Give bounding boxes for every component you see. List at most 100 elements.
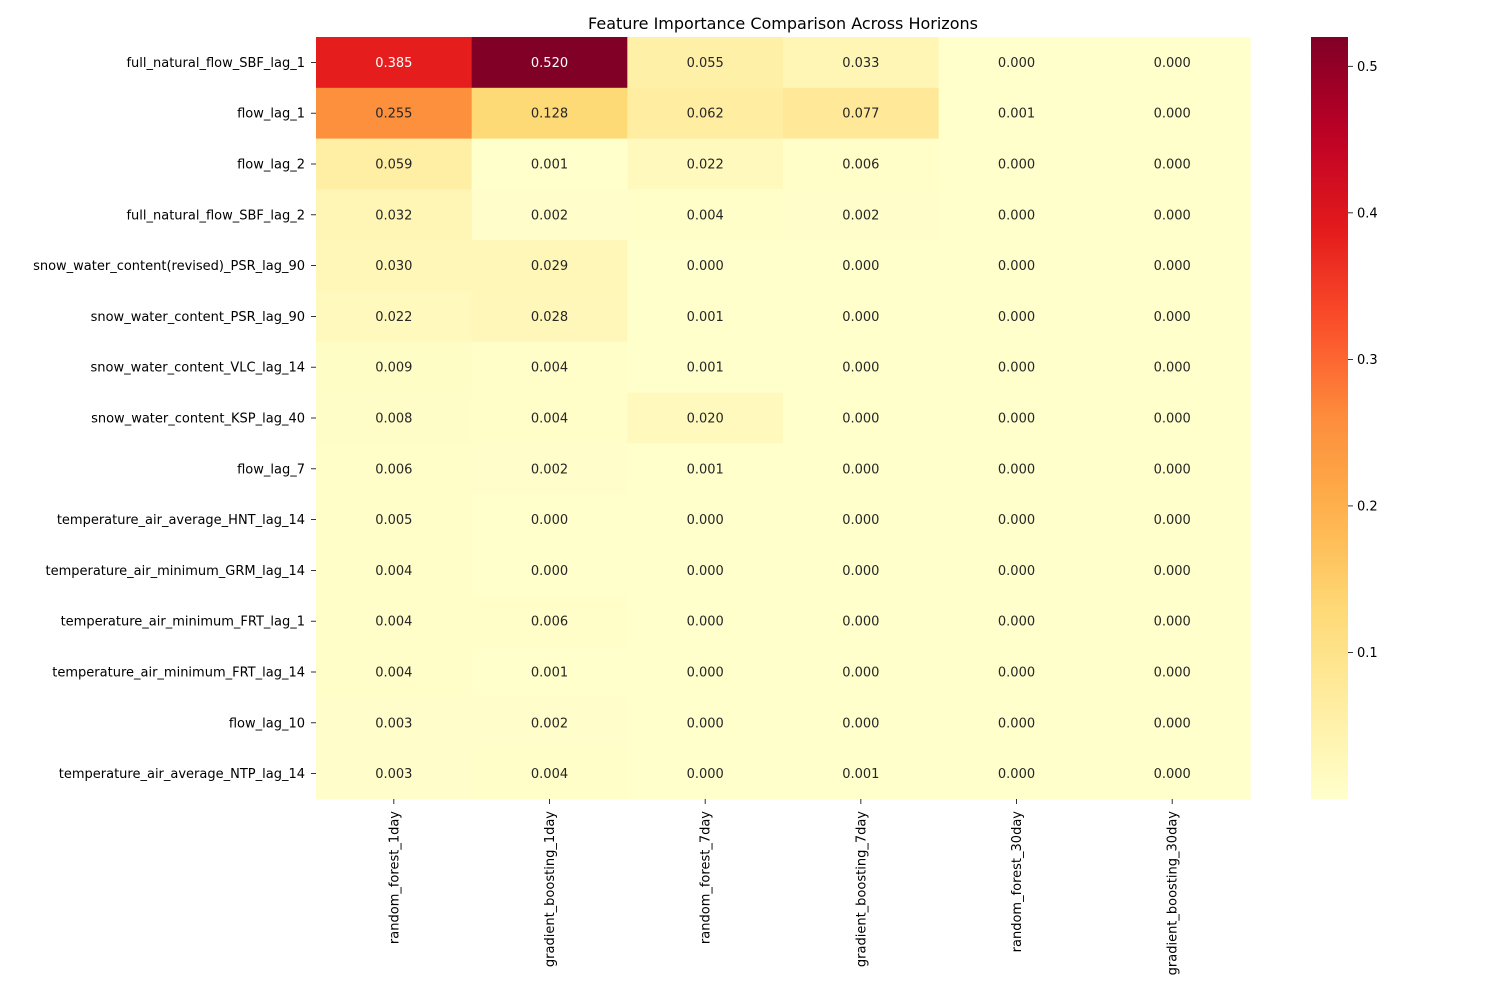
column-label: random_forest_1day [387,811,402,944]
heatmap-cell [471,748,628,800]
heatmap-cell [316,443,473,495]
heatmap-cell [1094,37,1251,89]
heatmap-cell [783,37,940,89]
row-label: full_natural_flow_SBF_lag_1 [126,56,305,71]
heatmap-cell [938,545,1095,597]
column-label: gradient_boosting_7day [854,811,869,967]
heatmap-cell [471,291,628,343]
heatmap-cell [938,697,1095,749]
heatmap-cell [1094,443,1251,495]
cell-value-label: 0.000 [1154,158,1191,173]
colorbar: 0.1 0.2 0.3 0.4 0.5 [1311,37,1378,799]
heatmap-cell [316,189,473,241]
cell-value-label: 0.000 [1154,56,1191,71]
heatmap-cell [1094,189,1251,241]
cell-value-label: 0.000 [1154,462,1191,477]
cell-value-label: 0.000 [1154,107,1191,122]
row-label: flow_lag_7 [237,462,305,477]
heatmap-cell [316,545,473,597]
cell-value-label: 0.000 [1154,767,1191,782]
cell-value-label: 0.000 [998,462,1035,477]
cell-value-label: 0.000 [531,513,568,528]
cell-value-label: 0.000 [998,412,1035,427]
cell-value-label: 0.004 [531,767,568,782]
heatmap-cell [783,291,940,343]
cell-value-label: 0.001 [842,767,879,782]
column-label: random_forest_30day [1010,811,1025,953]
heatmap-cell [1094,697,1251,749]
cell-value-label: 0.004 [687,208,724,223]
cell-value-label: 0.000 [842,716,879,731]
heatmap-cell [783,595,940,648]
colorbar-tick-label: 0.4 [1357,206,1378,221]
cell-value-label: 0.077 [842,107,879,122]
heatmap-cell [938,189,1095,241]
row-label: snow_water_content_KSP_lag_40 [91,412,305,427]
heatmap-cell [471,392,628,444]
heatmap-cell [1094,291,1251,343]
cell-value-label: 0.006 [375,462,412,477]
heatmap-cell [471,189,628,241]
cell-value-label: 0.000 [1154,259,1191,274]
cell-value-label: 0.000 [998,666,1035,681]
heatmap-cell [938,494,1095,546]
heatmap-cell [627,595,784,648]
cell-value-label: 0.000 [842,310,879,325]
heatmap-cell [471,697,628,749]
heatmap-cell [316,494,473,546]
heatmap-cell [627,392,784,444]
colorbar-tick-label: 0.3 [1357,353,1378,368]
heatmap-cell [1094,87,1251,140]
heatmap-cell [1094,240,1251,292]
cell-value-label: 0.032 [375,208,412,223]
row-label: snow_water_content(revised)_PSR_lag_90 [33,259,305,274]
heatmap-cell [471,545,628,597]
cell-value-label: 0.000 [1154,716,1191,731]
cell-value-label: 0.020 [687,412,724,427]
cell-value-label: 0.000 [1154,666,1191,681]
heatmap-cell [783,646,940,698]
cell-value-label: 0.000 [687,615,724,630]
heatmap-cell [1094,138,1251,190]
row-label: snow_water_content_VLC_lag_14 [91,361,306,376]
heatmap-cell [471,37,628,89]
heatmap-cell [783,189,940,241]
row-labels: full_natural_flow_SBF_lag_1 flow_lag_1flo… [33,56,316,782]
cell-value-label: 0.002 [531,208,568,223]
cell-value-label: 0.520 [531,56,568,71]
cell-value-label: 0.000 [842,361,879,376]
column-label: gradient_boosting_1day [543,811,558,967]
heatmap-cell [316,240,473,292]
cell-value-label: 0.002 [531,716,568,731]
row-label: flow_lag_2 [237,158,305,173]
row-label: full_natural_flow_SBF_lag_2 [126,208,305,223]
heatmap-cell [783,494,940,546]
cell-value-label: 0.000 [1154,361,1191,376]
heatmap-cell [627,341,784,394]
cell-value-label: 0.000 [1154,208,1191,223]
heatmap-cell [938,291,1095,343]
cell-value-label: 0.008 [375,412,412,427]
cell-value-label: 0.004 [375,615,412,630]
cell-value-label: 0.001 [687,361,724,376]
cell-value-label: 0.385 [375,56,412,71]
cell-value-label: 0.003 [375,716,412,731]
chart-title: Feature Importance Comparison Across Hor… [588,14,978,33]
row-label: temperature_air_minimum_GRM_lag_14 [45,564,305,579]
cell-value-label: 0.003 [375,767,412,782]
cell-value-label: 0.000 [842,513,879,528]
cell-value-label: 0.002 [842,208,879,223]
heatmap-cell [627,443,784,495]
heatmap-cell [627,138,784,190]
heatmap-cell [316,341,473,394]
cell-value-label: 0.000 [687,666,724,681]
cell-value-label: 0.030 [375,259,412,274]
heatmap-cell [316,697,473,749]
cell-value-label: 0.000 [998,56,1035,71]
heatmap-cell [783,443,940,495]
heatmap-cell [783,138,940,190]
cell-value-label: 0.009 [375,361,412,376]
cell-value-label: 0.001 [687,462,724,477]
heatmap-cell [1094,392,1251,444]
cell-value-label: 0.004 [375,666,412,681]
